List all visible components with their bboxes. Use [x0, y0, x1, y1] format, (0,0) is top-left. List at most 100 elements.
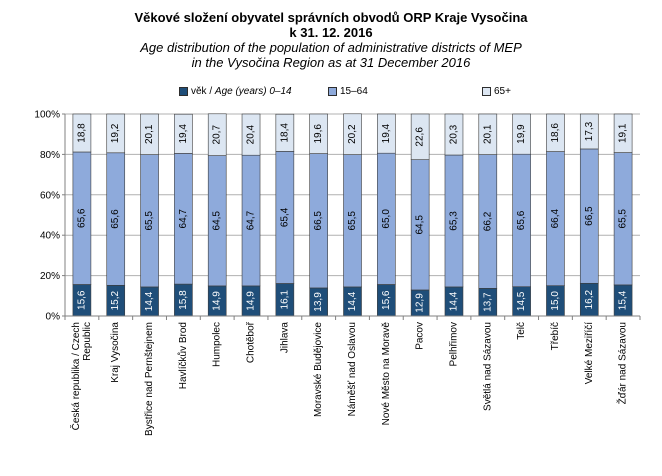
- data-label-2-3: 19,4: [178, 124, 189, 144]
- bar-seg-2-0: [72, 113, 92, 153]
- bar-seg-2-4: [207, 113, 227, 156]
- x-tick-label-14-0: Třebíč: [550, 322, 561, 350]
- data-label-1-4: 64,5: [212, 211, 223, 231]
- data-label-1-13: 65,6: [516, 210, 527, 230]
- y-tick-label-60: 60%: [40, 190, 60, 201]
- x-tick-label-0-0: Česká republika / Czech: [69, 322, 82, 430]
- data-label-1-6: 65,4: [279, 207, 290, 227]
- data-label-0-3: 15,8: [178, 290, 189, 310]
- data-label-2-5: 20,4: [246, 124, 257, 144]
- data-label-1-9: 65,0: [381, 209, 392, 229]
- data-label-1-5: 64,7: [246, 210, 257, 230]
- data-label-2-9: 19,4: [381, 123, 392, 143]
- chart-title-block: Věkové složení obyvatel správních obvodů…: [0, 10, 662, 70]
- data-label-2-1: 19,2: [110, 123, 121, 143]
- bar-seg-2-2: [140, 113, 159, 155]
- legend-label-0-14-cz: věk /: [191, 86, 215, 97]
- y-tick-label-100: 100%: [34, 110, 60, 121]
- bar-seg-2-1: [106, 113, 126, 154]
- x-tick-label-group-2: Bystřice nad Pernštejnem: [144, 322, 155, 436]
- data-label-0-16: 15,4: [618, 290, 629, 310]
- data-label-1-10: 64,5: [415, 215, 426, 235]
- data-label-2-11: 20,3: [448, 124, 459, 144]
- legend-swatch-15-64: [328, 87, 337, 96]
- x-tick-label-group-10: Pacov: [415, 322, 426, 350]
- data-label-2-14: 18,6: [550, 123, 561, 143]
- bar-seg-2-12: [478, 113, 498, 155]
- x-tick-label-3-0: Havlíčkův Brod: [177, 322, 189, 389]
- x-tick-label-7-0: Moravské Budějovice: [313, 322, 324, 417]
- data-label-2-12: 20,1: [482, 124, 493, 144]
- data-label-0-0: 15,6: [76, 290, 87, 310]
- data-label-2-6: 18,4: [279, 123, 290, 143]
- legend-item-0-14: věk / Age (years) 0–14: [179, 86, 292, 97]
- y-tick-label-40: 40%: [40, 231, 60, 242]
- data-label-0-2: 14,4: [144, 291, 155, 311]
- bar-seg-2-15: [579, 113, 599, 150]
- data-label-0-10: 12,9: [415, 293, 426, 313]
- chart-title-en-line2: in the Vysočina Region as at 31 December…: [191, 55, 471, 70]
- x-tick-label-group-7: Moravské Budějovice: [313, 322, 324, 417]
- data-label-2-8: 20,2: [347, 124, 358, 144]
- data-label-2-4: 20,7: [212, 125, 223, 145]
- data-label-1-12: 66,2: [482, 211, 493, 231]
- bar-seg-2-3: [174, 113, 193, 154]
- bar-seg-2-16: [613, 113, 633, 153]
- data-label-1-16: 65,5: [618, 209, 629, 229]
- x-tick-label-group-8: Náměšť nad Oslavou: [347, 322, 358, 416]
- data-label-1-15: 66,5: [584, 206, 595, 226]
- x-tick-label-13-0: Telč: [516, 322, 527, 340]
- x-tick-label-group-13: Telč: [516, 322, 527, 340]
- x-tick-label-0-1: Republic: [82, 322, 93, 361]
- x-tick-label-group-4: Humpolec: [212, 322, 223, 367]
- legend: věk / Age (years) 0–14 15–64 65+: [0, 86, 662, 100]
- x-tick-label-5-0: Chotěboř: [246, 321, 257, 363]
- x-tick-label-group-0: Česká republika / Czech Republic: [69, 322, 93, 430]
- x-tick-label-4-0: Humpolec: [212, 322, 223, 367]
- bar-seg-2-14: [546, 113, 565, 152]
- data-label-2-10: 22,6: [415, 127, 426, 147]
- legend-item-15-64: 15–64: [328, 86, 368, 97]
- data-label-0-11: 14,4: [448, 291, 459, 311]
- bar-seg-2-8: [343, 113, 362, 155]
- data-label-0-1: 15,2: [110, 290, 121, 310]
- x-tick-label-group-5: Chotěboř: [246, 321, 257, 363]
- data-label-2-0: 18,8: [76, 123, 87, 143]
- data-label-0-13: 14,5: [516, 291, 527, 311]
- y-tick-label-80: 80%: [40, 150, 60, 161]
- x-tick-label-12-0: Světlá nad Sázavou: [482, 322, 493, 411]
- bar-seg-2-10: [410, 113, 430, 160]
- x-tick-label-11-0: Pelhřimov: [448, 322, 459, 366]
- data-label-0-14: 15,0: [550, 291, 561, 311]
- data-label-1-0: 65,6: [76, 208, 87, 228]
- bar-seg-2-11: [444, 113, 464, 156]
- x-tick-label-6-0: Jihlava: [279, 322, 290, 354]
- data-label-2-2: 20,1: [144, 124, 155, 144]
- chart-title-en-line1: Age distribution of the population of ad…: [140, 40, 522, 55]
- chart-title-cz-line1: Věkové složení obyvatel správních obvodů…: [134, 10, 528, 25]
- x-tick-label-1-0: Kraj Vysočina: [110, 322, 121, 383]
- data-label-2-15: 17,3: [584, 121, 595, 141]
- data-label-0-5: 14,9: [246, 291, 257, 311]
- data-label-0-9: 15,6: [381, 290, 392, 310]
- data-label-0-12: 13,7: [482, 292, 493, 312]
- bar-seg-2-5: [241, 113, 261, 156]
- data-label-1-2: 65,5: [144, 211, 155, 231]
- data-label-1-1: 65,6: [110, 209, 121, 229]
- data-label-2-13: 19,9: [516, 124, 527, 144]
- data-label-0-6: 16,1: [279, 290, 290, 310]
- legend-item-65-plus: 65+: [482, 86, 511, 97]
- x-tick-label-group-15: Velké Meziříčí: [584, 322, 595, 384]
- x-tick-label-group-12: Světlá nad Sázavou: [482, 322, 493, 411]
- data-label-0-8: 14,4: [347, 291, 358, 311]
- bar-seg-2-6: [275, 113, 295, 152]
- x-tick-label-group-14: Třebíč: [550, 322, 561, 350]
- x-tick-label-9-0: Nové Město na Moravě: [381, 322, 392, 426]
- data-label-1-3: 64,7: [178, 209, 189, 229]
- x-tick-label-group-6: Jihlava: [279, 322, 290, 354]
- x-tick-label-16-0: Žďár nad Sázavou: [616, 322, 629, 404]
- y-tick-label-20: 20%: [40, 271, 60, 282]
- data-label-0-7: 13,9: [313, 292, 324, 312]
- data-label-1-8: 65,5: [347, 211, 358, 231]
